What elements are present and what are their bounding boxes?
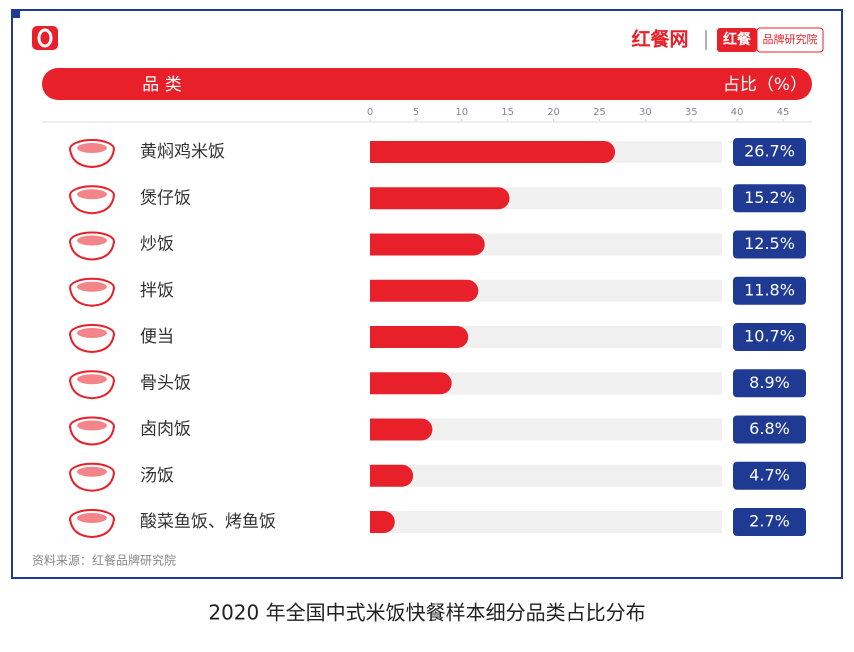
category-label: 汤饭 <box>140 466 174 486</box>
bowl-body <box>69 148 115 169</box>
value-badge <box>733 276 806 305</box>
bowl-food <box>77 281 107 292</box>
value-label: 2.7% <box>749 512 790 531</box>
x-tick-label: 45 <box>777 107 790 118</box>
food-icon <box>69 231 115 261</box>
value-label: 12.5% <box>744 234 795 253</box>
bar-track <box>370 464 722 487</box>
x-tick-label: 0 <box>367 107 373 118</box>
value-badge <box>733 508 806 536</box>
bowl-food <box>77 513 107 523</box>
value-header: 占比（%） <box>723 75 807 95</box>
food-icon <box>69 416 115 446</box>
bowl-body <box>69 241 115 261</box>
category-label: 炒饭 <box>140 235 174 255</box>
bar <box>370 187 510 210</box>
bowl-food <box>77 466 107 477</box>
value-label: 26.7% <box>744 142 795 161</box>
brand: 红餐网 <box>631 28 688 51</box>
bar <box>370 418 433 441</box>
badge-main: 红餐 <box>723 31 752 48</box>
food-icon <box>69 324 115 354</box>
bar-track <box>370 372 722 395</box>
category-header: 品 类 <box>142 75 181 95</box>
value-label: 6.8% <box>749 419 790 438</box>
bowl-body <box>69 195 115 215</box>
bar <box>370 326 469 348</box>
x-tick-label: 10 <box>455 107 468 118</box>
bar-track <box>370 511 722 533</box>
bowl-body <box>69 287 115 307</box>
x-tick-label: 5 <box>413 107 419 118</box>
corner-mark <box>12 10 20 18</box>
category-label: 拌饭 <box>140 281 174 301</box>
category-label: 骨头饭 <box>140 373 191 393</box>
x-tick-label: 30 <box>639 107 652 118</box>
bowl-food <box>77 235 107 246</box>
category-label: 卤肉饭 <box>140 420 191 440</box>
food-icon <box>69 277 115 307</box>
bar <box>370 511 395 533</box>
value-label: 8.9% <box>749 373 790 392</box>
category-label: 便当 <box>140 327 174 347</box>
value-badge <box>733 369 806 398</box>
value-badge <box>733 184 806 213</box>
header-bar <box>42 68 812 100</box>
bowl-food <box>77 189 107 200</box>
category-label: 酸菜鱼饭、烤鱼饭 <box>140 512 276 532</box>
value-badge <box>733 415 806 444</box>
badge-box <box>756 27 824 53</box>
source: 资料来源：红餐品牌研究院 <box>32 553 176 568</box>
logo-mark <box>32 26 58 50</box>
x-tick-label: 15 <box>501 107 514 118</box>
bowl-body <box>69 380 115 400</box>
value-badge <box>733 138 806 166</box>
bar <box>370 372 452 395</box>
x-tick-label: 20 <box>547 107 560 118</box>
value-label: 4.7% <box>749 465 790 484</box>
bowl-body <box>69 333 115 354</box>
bowl-body <box>69 426 115 446</box>
x-tick-label: 25 <box>593 107 606 118</box>
x-tick-label: 40 <box>731 107 744 118</box>
bar <box>370 141 616 163</box>
bar <box>370 279 479 302</box>
bowl-food <box>77 374 107 385</box>
value-badge <box>733 230 806 259</box>
food-icon <box>69 139 115 169</box>
bowl-food <box>77 328 107 338</box>
food-icon <box>69 370 115 400</box>
bar <box>370 233 485 256</box>
category-label: 黄焖鸡米饭 <box>140 142 225 162</box>
value-badge <box>733 461 806 490</box>
value-label: 10.7% <box>744 327 795 346</box>
badge-sub: 品牌研究院 <box>763 32 818 46</box>
bar <box>370 464 414 487</box>
badge <box>717 28 757 52</box>
food-icon <box>69 185 115 215</box>
chart-title: 2020 年全国中式米饭快餐样本细分品类占比分布 <box>208 601 645 625</box>
value-label: 11.8% <box>744 280 795 299</box>
food-icon <box>69 509 115 539</box>
x-tick-label: 35 <box>685 107 698 118</box>
category-label: 煲仔饭 <box>140 188 191 208</box>
food-icon <box>69 462 115 492</box>
bowl-food <box>77 420 107 431</box>
value-label: 15.2% <box>744 188 795 207</box>
value-badge <box>733 323 806 351</box>
bowl-body <box>69 472 115 492</box>
bowl-food <box>77 143 107 153</box>
bowl-body <box>69 518 115 539</box>
bar-track <box>370 418 722 441</box>
logo-mark-o <box>37 28 53 48</box>
